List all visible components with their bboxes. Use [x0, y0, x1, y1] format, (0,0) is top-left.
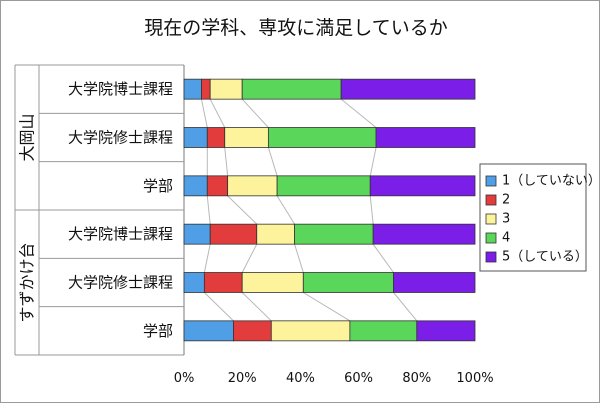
chart-title: 現在の学科、専攻に満足しているか — [144, 17, 447, 39]
bar-segment — [340, 78, 476, 100]
series-line — [227, 195, 258, 225]
legend-label: 1（していない） — [502, 174, 599, 189]
bar-segment — [256, 223, 295, 245]
bar-segment — [183, 272, 205, 293]
legend-box — [479, 163, 587, 272]
x-tick-label: 100% — [456, 371, 493, 386]
bar-segment — [267, 127, 377, 148]
series-line — [267, 147, 278, 176]
legend-swatch — [485, 232, 497, 244]
bar-segment — [372, 223, 476, 245]
category-label: 学部 — [143, 177, 173, 195]
bar-segment — [393, 272, 476, 293]
bar-segment — [183, 78, 202, 100]
series-line — [369, 147, 377, 176]
bar-segment — [302, 272, 394, 293]
x-tick-label: 0% — [174, 371, 195, 386]
legend-label: 3 — [502, 212, 510, 227]
bar-segment — [294, 223, 374, 245]
x-tick-label: 20% — [228, 371, 257, 386]
category-label: 学部 — [143, 322, 173, 340]
series-line — [224, 147, 229, 176]
series-line — [209, 98, 226, 128]
legend-label: 4 — [502, 231, 510, 246]
series-line — [203, 244, 211, 273]
series-line — [393, 292, 418, 322]
group-label: 大岡山 — [18, 113, 37, 161]
bar-segment — [201, 78, 211, 100]
bar-segment — [276, 175, 371, 197]
bar-segment — [209, 78, 243, 100]
bar-segment — [183, 223, 211, 245]
bar-segment — [270, 320, 351, 342]
bar-segment — [203, 272, 243, 293]
legend-label: 2 — [502, 193, 510, 208]
bar-segment — [416, 320, 476, 342]
series-line — [340, 98, 377, 128]
x-tick-label: 40% — [286, 371, 315, 386]
series-line — [241, 243, 258, 273]
category-label: 大学院博士課程 — [68, 225, 173, 243]
bar-segment — [369, 175, 476, 197]
bar-segment — [241, 272, 304, 293]
bar-segment — [183, 127, 208, 148]
bar-segment — [183, 320, 234, 342]
bar-segment — [349, 320, 418, 342]
category-label: 大学院博士課程 — [68, 80, 173, 98]
legend-label: 5（している） — [502, 250, 588, 265]
category-label: 大学院修士課程 — [68, 129, 173, 147]
legend-swatch — [485, 251, 497, 263]
bar-segment — [206, 175, 229, 197]
series-line — [276, 195, 296, 225]
series-line — [294, 244, 304, 273]
bar-segment — [183, 175, 208, 197]
series-line — [204, 292, 234, 322]
bar-segment — [241, 78, 342, 100]
series-line — [241, 292, 272, 322]
bar-segment — [224, 127, 269, 148]
series-line — [372, 243, 394, 273]
bar-segment — [206, 127, 226, 148]
bar-segment — [209, 223, 258, 245]
x-tick-label: 60% — [344, 371, 373, 386]
series-line — [241, 98, 269, 128]
group-label: すずかけ台 — [18, 242, 37, 322]
bar-segment — [375, 127, 476, 148]
legend-swatch — [485, 175, 497, 187]
x-tick-label: 80% — [402, 371, 431, 386]
bar-segment — [227, 175, 278, 197]
category-label: 大学院修士課程 — [68, 274, 173, 292]
series-line — [369, 195, 374, 225]
series-line — [200, 99, 208, 128]
series-line — [206, 195, 211, 225]
series-line — [303, 292, 351, 322]
legend-swatch — [485, 213, 497, 225]
legend-swatch — [485, 194, 497, 206]
bar-segment — [233, 320, 272, 342]
